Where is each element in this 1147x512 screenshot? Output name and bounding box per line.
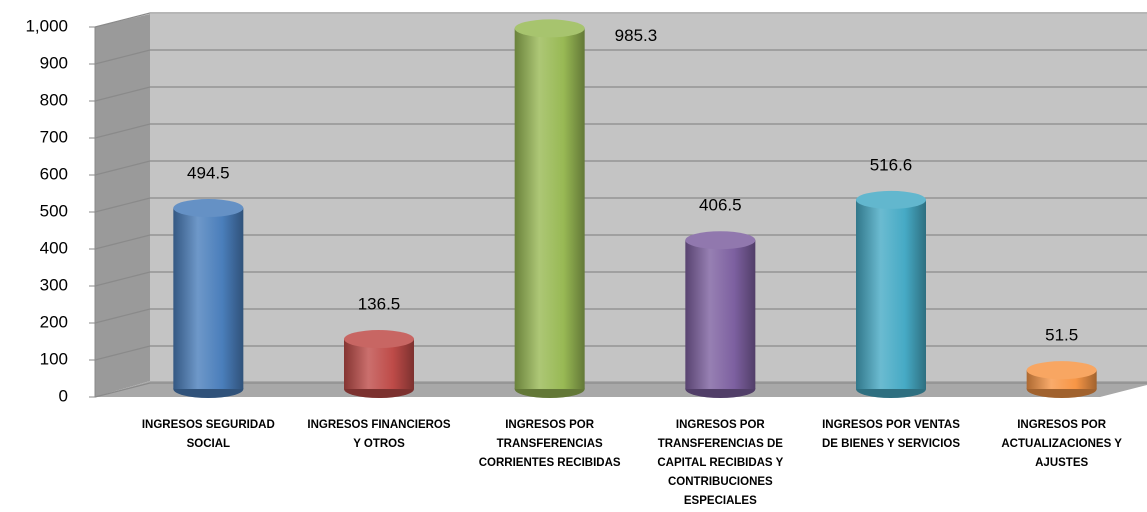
bar-top: [1026, 361, 1097, 380]
y-tick-label: 600: [40, 164, 68, 183]
x-tick-label: INGRESOS POR ACTUALIZACIONES Y AJUSTES: [1001, 419, 1122, 469]
value-label: 494.5: [187, 163, 230, 182]
grid-line: [94, 197, 1147, 213]
grid-line: [94, 49, 1147, 65]
bar: [856, 199, 926, 389]
y-tick-label: 200: [40, 312, 68, 331]
x-tick-label: INGRESOS POR VENTAS DE BIENES Y SERVICIO…: [821, 419, 961, 450]
y-tick-label: 1,000: [25, 16, 68, 35]
grid-line: [94, 160, 1147, 176]
grid-line: [94, 345, 1147, 361]
y-tick-label: 400: [40, 238, 68, 257]
x-tick-label: INGRESOS POR TRANSFERENCIAS DE CAPITAL R…: [657, 419, 784, 507]
grid-line: [94, 271, 1147, 287]
grid-line: [94, 123, 1147, 139]
y-tick-label: 800: [40, 90, 68, 109]
bar-top: [514, 19, 585, 38]
y-tick-label: 700: [40, 127, 68, 146]
value-label: 136.5: [358, 295, 401, 314]
bar: [173, 208, 244, 389]
grid-line: [94, 86, 1147, 102]
value-label: 406.5: [699, 196, 742, 215]
grid-line: [94, 308, 1147, 324]
value-label: 51.5: [1045, 326, 1078, 345]
grid-line: [94, 382, 1147, 398]
bar: [514, 28, 585, 390]
grid-line: [94, 12, 1147, 28]
y-tick-label: 0: [59, 386, 68, 405]
bar-top: [344, 330, 414, 349]
y-tick-label: 500: [40, 201, 68, 220]
value-label: 516.6: [870, 155, 913, 174]
value-label: 985.3: [615, 26, 658, 45]
bar: [685, 240, 756, 389]
y-tick-label: 900: [40, 53, 68, 72]
x-tick-label: INGRESOS SEGURIDAD SOCIAL: [141, 419, 275, 450]
x-tick-label: INGRESOS FINANCIEROS Y OTROS: [307, 419, 451, 450]
grid-line: [94, 234, 1147, 250]
bar-top: [173, 199, 244, 218]
y-tick-label: 100: [40, 349, 68, 368]
bar-top: [685, 231, 756, 250]
x-tick-label: INGRESOS POR TRANSFERENCIAS CORRIENTES R…: [478, 419, 621, 469]
bar-top: [856, 190, 926, 209]
y-tick-label: 300: [40, 275, 68, 294]
